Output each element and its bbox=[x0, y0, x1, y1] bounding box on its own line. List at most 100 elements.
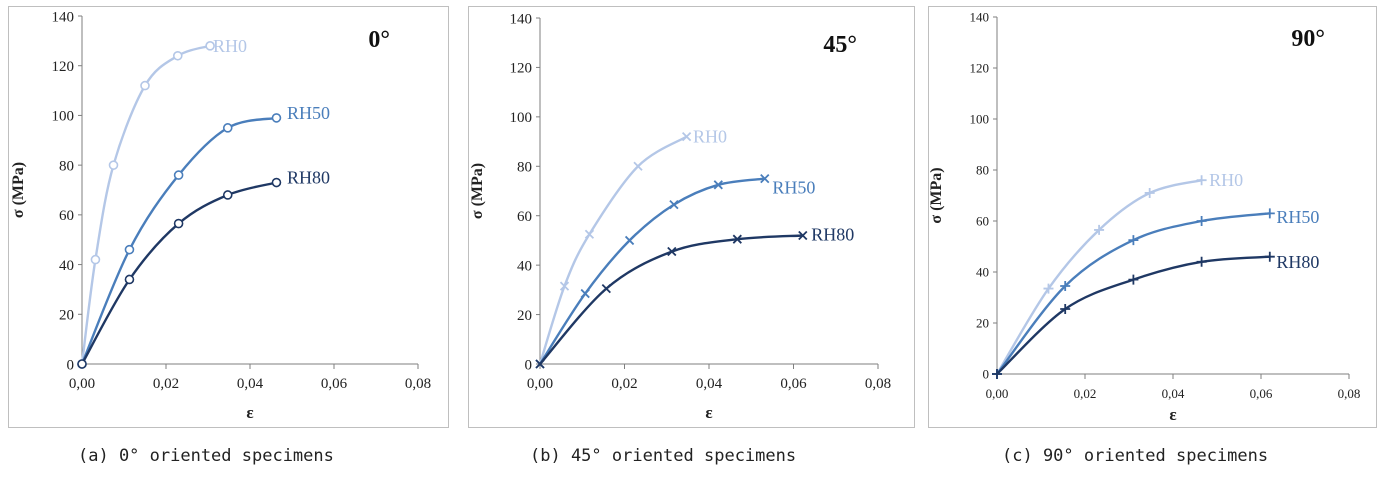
series-line-rh80 bbox=[539, 234, 803, 365]
data-point-rh50 bbox=[624, 235, 635, 246]
data-point-rh80 bbox=[271, 177, 282, 188]
data-point-rh0 bbox=[681, 131, 692, 142]
data-point-rh0 bbox=[1043, 283, 1054, 294]
y-tick-label: 80 bbox=[976, 163, 989, 178]
data-point-rh50 bbox=[1264, 208, 1275, 219]
data-point-rh80 bbox=[1060, 303, 1071, 314]
series-label-rh50: RH50 bbox=[287, 103, 330, 123]
x-tick-label: 0,06 bbox=[321, 376, 348, 392]
data-point-rh0 bbox=[90, 254, 101, 265]
series-label-rh80: RH80 bbox=[1276, 252, 1319, 272]
x-tick-label: 0,08 bbox=[405, 376, 431, 392]
y-tick-label: 120 bbox=[510, 61, 533, 77]
y-tick-label: 0 bbox=[67, 357, 75, 373]
data-point-rh50 bbox=[173, 170, 184, 180]
y-tick-label: 40 bbox=[976, 265, 989, 280]
x-tick-label: 0,06 bbox=[780, 376, 807, 392]
series-label-rh0: RH0 bbox=[213, 36, 247, 56]
data-point-rh50 bbox=[1060, 281, 1071, 292]
chart-frame bbox=[468, 6, 915, 428]
y-tick-label: 140 bbox=[970, 10, 990, 25]
data-point-rh50 bbox=[580, 288, 590, 299]
data-point-rh80 bbox=[992, 369, 1002, 379]
y-axis-label: σ (MPa) bbox=[10, 162, 27, 218]
x-axis-label: ε bbox=[1169, 405, 1176, 424]
y-tick-label: 140 bbox=[52, 9, 75, 25]
y-tick-label: 0 bbox=[983, 367, 990, 382]
x-tick-label: 0,08 bbox=[865, 376, 891, 392]
x-axis-label: ε bbox=[705, 403, 712, 422]
x-tick-label: 0,00 bbox=[69, 376, 95, 392]
data-point-rh50 bbox=[713, 180, 723, 190]
x-axis-label: ε bbox=[246, 403, 253, 422]
y-tick-label: 60 bbox=[517, 209, 532, 225]
data-point-rh0 bbox=[1196, 175, 1207, 186]
data-point-rh80 bbox=[1196, 256, 1207, 267]
y-tick-label: 120 bbox=[52, 59, 75, 75]
y-tick-label: 20 bbox=[59, 308, 74, 324]
data-point-rh80 bbox=[1128, 274, 1139, 285]
chart-panel-45-degrees: 0 20 40 60 80 100 120 140 0,00 0,02 0,04 0,06 0,08 ε σ… bbox=[460, 0, 921, 477]
series-line-rh80 bbox=[80, 181, 277, 365]
data-point-rh80 bbox=[77, 359, 87, 369]
data-point-rh80 bbox=[798, 230, 808, 241]
chart-frame bbox=[928, 6, 1377, 428]
series-line-rh50 bbox=[996, 212, 1270, 375]
x-tick-label: 0,04 bbox=[237, 376, 264, 392]
data-point-rh0 bbox=[205, 41, 215, 51]
data-point-rh80 bbox=[1264, 251, 1275, 262]
y-tick-label: 100 bbox=[510, 110, 533, 126]
data-point-rh0 bbox=[559, 281, 570, 291]
series-label-rh80: RH80 bbox=[287, 168, 330, 188]
x-tick-label: 0,02 bbox=[611, 376, 637, 392]
data-point-rh0 bbox=[140, 80, 150, 91]
x-tick-label: 0,02 bbox=[153, 376, 179, 392]
stress-strain-chart-45: 0 20 40 60 80 100 120 140 0,00 0,02 0,04 0,06 0,08 ε σ… bbox=[468, 6, 915, 428]
data-point-rh0 bbox=[108, 160, 119, 170]
data-point-rh0 bbox=[172, 50, 183, 61]
series-label-rh80: RH80 bbox=[811, 224, 854, 244]
y-tick-label: 100 bbox=[52, 109, 75, 125]
data-point-rh0 bbox=[1144, 187, 1155, 198]
series-line-rh50 bbox=[80, 116, 277, 365]
x-tick-label: 0,06 bbox=[1250, 386, 1273, 401]
chart-frame bbox=[8, 6, 449, 428]
y-axis-label: σ (MPa) bbox=[469, 163, 486, 219]
y-tick-label: 0 bbox=[525, 357, 533, 373]
x-tick-label: 0,00 bbox=[527, 376, 553, 392]
y-tick-label: 100 bbox=[970, 112, 990, 127]
data-point-rh50 bbox=[271, 113, 282, 123]
y-tick-label: 120 bbox=[970, 61, 990, 76]
data-point-rh80 bbox=[173, 218, 184, 229]
data-point-rh0 bbox=[633, 161, 643, 171]
y-tick-label: 140 bbox=[510, 11, 533, 27]
chart-panel-90-degrees: 0 20 40 60 80 100 120 140 0,00 0,02 0,04 0,06 0,08 ε σ… bbox=[921, 0, 1382, 477]
y-tick-label: 80 bbox=[59, 158, 74, 174]
caption-45-degrees: (b) 45° oriented specimens bbox=[530, 446, 797, 466]
stress-strain-chart-0: 0 20 40 60 80 100 120 140 0,00 0,02 0,04 0,06 0,08 ε σ… bbox=[8, 6, 449, 428]
data-point-rh80 bbox=[222, 190, 233, 200]
orientation-tag: 90° bbox=[1291, 26, 1325, 52]
data-point-rh50 bbox=[124, 244, 135, 255]
x-tick-label: 0,00 bbox=[986, 386, 1009, 401]
x-tick-label: 0,04 bbox=[696, 376, 723, 392]
y-axis-label: σ (MPa) bbox=[928, 167, 945, 223]
data-point-rh50 bbox=[1128, 235, 1139, 246]
x-tick-label: 0,08 bbox=[1338, 386, 1361, 401]
x-tick-label: 0,02 bbox=[1074, 386, 1097, 401]
orientation-tag: 45° bbox=[823, 32, 857, 58]
data-point-rh50 bbox=[669, 199, 679, 210]
chart-panel-0-degrees: 0 20 40 60 80 100 120 140 0,00 0,02 0,04 0,06 0,08 ε σ… bbox=[0, 0, 460, 477]
data-point-rh0 bbox=[1094, 224, 1105, 235]
data-point-rh80 bbox=[535, 359, 545, 369]
stress-strain-chart-90: 0 20 40 60 80 100 120 140 0,00 0,02 0,04 0,06 0,08 ε σ… bbox=[928, 6, 1377, 428]
orientation-tag: 0° bbox=[368, 27, 390, 53]
data-point-rh80 bbox=[124, 274, 135, 285]
y-tick-label: 40 bbox=[517, 258, 532, 274]
data-point-rh50 bbox=[222, 123, 233, 133]
data-point-rh80 bbox=[601, 283, 611, 294]
caption-0-degrees: (a) 0° oriented specimens bbox=[78, 446, 334, 466]
y-tick-label: 60 bbox=[976, 214, 989, 229]
series-line-rh50 bbox=[538, 177, 765, 365]
data-point-rh80 bbox=[667, 246, 677, 257]
